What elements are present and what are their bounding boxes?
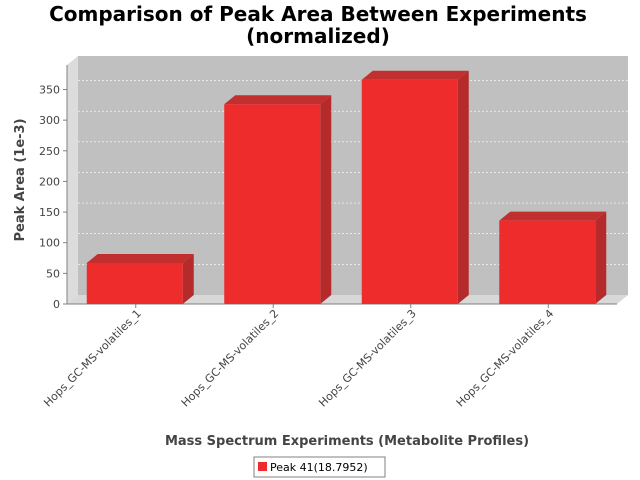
y-tick-label: 0 — [53, 298, 60, 311]
plot-area: 0 50 100 150 200 250 300 350 Hops_GC-MS-volatile… — [39, 56, 628, 409]
y-tick-label: 150 — [39, 206, 60, 219]
y-tick-label: 200 — [39, 175, 60, 188]
y-axis-label: Peak Area (1e-3) — [13, 118, 28, 241]
bar-front — [86, 262, 183, 304]
y-tick-label: 100 — [39, 237, 60, 250]
bar — [86, 253, 194, 304]
bar-front — [224, 104, 321, 304]
legend: Peak 41(18.7952) — [253, 456, 386, 478]
x-tick-label: Hops_GC-MS-volatiles_2 — [179, 307, 282, 410]
y-tick-label: 300 — [39, 114, 60, 127]
bar-top — [224, 95, 332, 105]
x-axis-label: Mass Spectrum Experiments (Metabolite Pr… — [165, 434, 529, 449]
bar-top — [499, 211, 607, 221]
bar-top — [86, 253, 194, 263]
bar — [361, 70, 469, 304]
floor — [67, 295, 628, 304]
x-tick-label: Hops_GC-MS-volatiles_3 — [316, 307, 419, 410]
bar-front — [361, 79, 458, 304]
bar-front — [499, 220, 596, 304]
bar-side — [320, 95, 332, 304]
y-tick-label: 50 — [46, 267, 60, 280]
bar-side — [182, 253, 194, 304]
bar-side — [457, 70, 469, 304]
x-tick-label: Hops_GC-MS-volatiles_1 — [41, 307, 144, 410]
legend-label: Peak 41(18.7952) — [270, 461, 368, 474]
y-tick-label: 250 — [39, 145, 60, 158]
y-tick-label: 350 — [39, 84, 60, 97]
x-tick-label: Hops_GC-MS-volatiles_4 — [454, 307, 557, 410]
chart-title: Comparison of Peak Area Between Experime… — [49, 2, 587, 26]
left-wall — [67, 56, 78, 304]
chart-subtitle: (normalized) — [246, 24, 390, 48]
legend-swatch — [258, 462, 267, 471]
bar — [499, 211, 607, 304]
bar-side — [595, 211, 607, 304]
bar-top — [361, 70, 469, 80]
bar — [224, 95, 332, 304]
legend-box — [253, 456, 386, 478]
